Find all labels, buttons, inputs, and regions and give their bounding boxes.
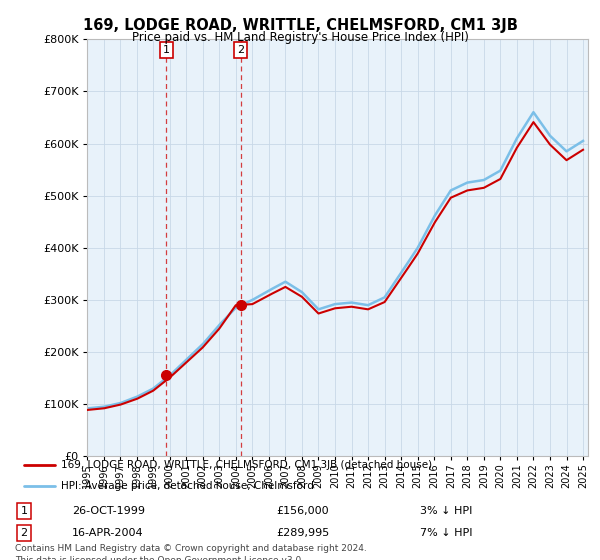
Text: 169, LODGE ROAD, WRITTLE, CHELMSFORD, CM1 3JB (detached house): 169, LODGE ROAD, WRITTLE, CHELMSFORD, CM… (61, 460, 432, 470)
Text: Contains HM Land Registry data © Crown copyright and database right 2024.
This d: Contains HM Land Registry data © Crown c… (15, 544, 367, 560)
Text: 2: 2 (20, 528, 28, 538)
Text: 16-APR-2004: 16-APR-2004 (72, 528, 143, 538)
Text: 169, LODGE ROAD, WRITTLE, CHELMSFORD, CM1 3JB: 169, LODGE ROAD, WRITTLE, CHELMSFORD, CM… (83, 18, 517, 33)
Text: 1: 1 (163, 45, 170, 55)
Text: 2: 2 (237, 45, 244, 55)
Text: Price paid vs. HM Land Registry's House Price Index (HPI): Price paid vs. HM Land Registry's House … (131, 31, 469, 44)
Text: HPI: Average price, detached house, Chelmsford: HPI: Average price, detached house, Chel… (61, 480, 314, 491)
Text: 3% ↓ HPI: 3% ↓ HPI (420, 506, 472, 516)
Text: 26-OCT-1999: 26-OCT-1999 (72, 506, 145, 516)
Text: 7% ↓ HPI: 7% ↓ HPI (420, 528, 473, 538)
Text: 1: 1 (20, 506, 28, 516)
Text: £156,000: £156,000 (276, 506, 329, 516)
Text: £289,995: £289,995 (276, 528, 329, 538)
